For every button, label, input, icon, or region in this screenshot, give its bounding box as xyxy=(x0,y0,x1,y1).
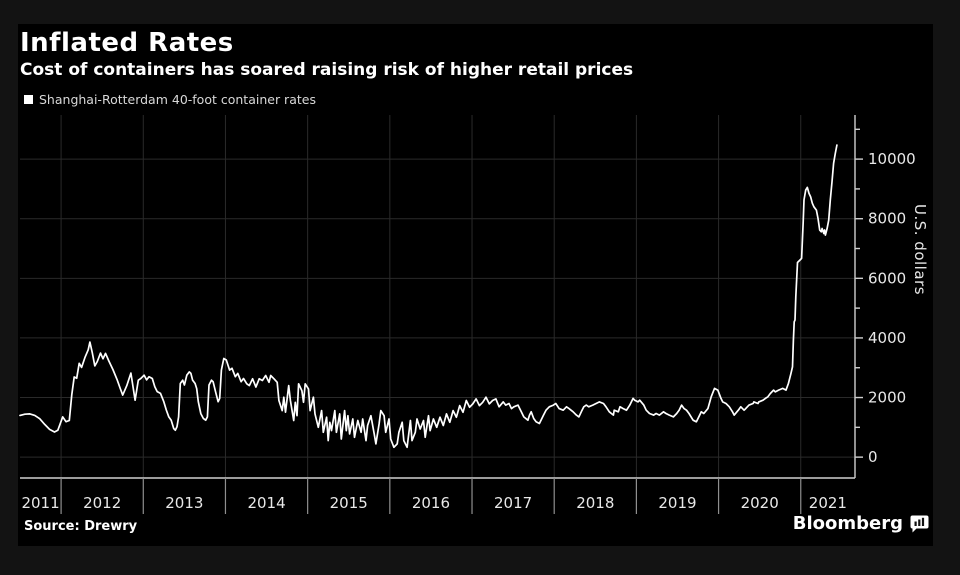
svg-text:2015: 2015 xyxy=(330,494,368,512)
svg-text:2021: 2021 xyxy=(809,494,847,512)
x-tick-labels: 2011 2012 2013 2014 2015 2016 2017 2018 2019 2020… xyxy=(21,494,847,512)
series-line xyxy=(19,144,838,449)
chart-title: Inflated Rates xyxy=(20,28,234,58)
axes xyxy=(20,115,863,479)
chart-subtitle: Cost of containers has soared raising ri… xyxy=(20,60,634,80)
svg-text:10000: 10000 xyxy=(868,150,916,168)
svg-text:2014: 2014 xyxy=(247,494,285,512)
svg-text:8000: 8000 xyxy=(868,210,906,228)
y-axis-title: U.S. dollars xyxy=(911,204,929,296)
svg-text:2017: 2017 xyxy=(494,494,532,512)
svg-text:6000: 6000 xyxy=(868,269,906,287)
legend: Shanghai-Rotterdam 40-foot container rat… xyxy=(24,92,316,107)
gridlines xyxy=(20,115,855,478)
y-tick-labels: 0 2000 4000 6000 8000 10000 xyxy=(868,150,916,466)
svg-text:2020: 2020 xyxy=(741,494,779,512)
svg-text:4000: 4000 xyxy=(868,329,906,347)
legend-swatch-icon xyxy=(24,95,33,104)
source-label: Source: Drewry xyxy=(24,519,138,534)
svg-text:2000: 2000 xyxy=(868,389,906,407)
svg-text:0: 0 xyxy=(868,448,878,466)
legend-label: Shanghai-Rotterdam 40-foot container rat… xyxy=(39,92,316,107)
svg-text:2012: 2012 xyxy=(83,494,121,512)
svg-text:2019: 2019 xyxy=(658,494,696,512)
bloomberg-logo: Bloomberg xyxy=(793,513,929,534)
x-axis-ticks xyxy=(60,478,802,514)
svg-text:2011: 2011 xyxy=(21,494,59,512)
chart-panel: Inflated Rates Cost of containers has so… xyxy=(18,24,933,546)
svg-text:2013: 2013 xyxy=(165,494,203,512)
bloomberg-bubble-icon xyxy=(910,515,929,532)
svg-text:2016: 2016 xyxy=(412,494,450,512)
svg-text:2018: 2018 xyxy=(576,494,614,512)
bloomberg-wordmark: Bloomberg xyxy=(792,513,903,534)
